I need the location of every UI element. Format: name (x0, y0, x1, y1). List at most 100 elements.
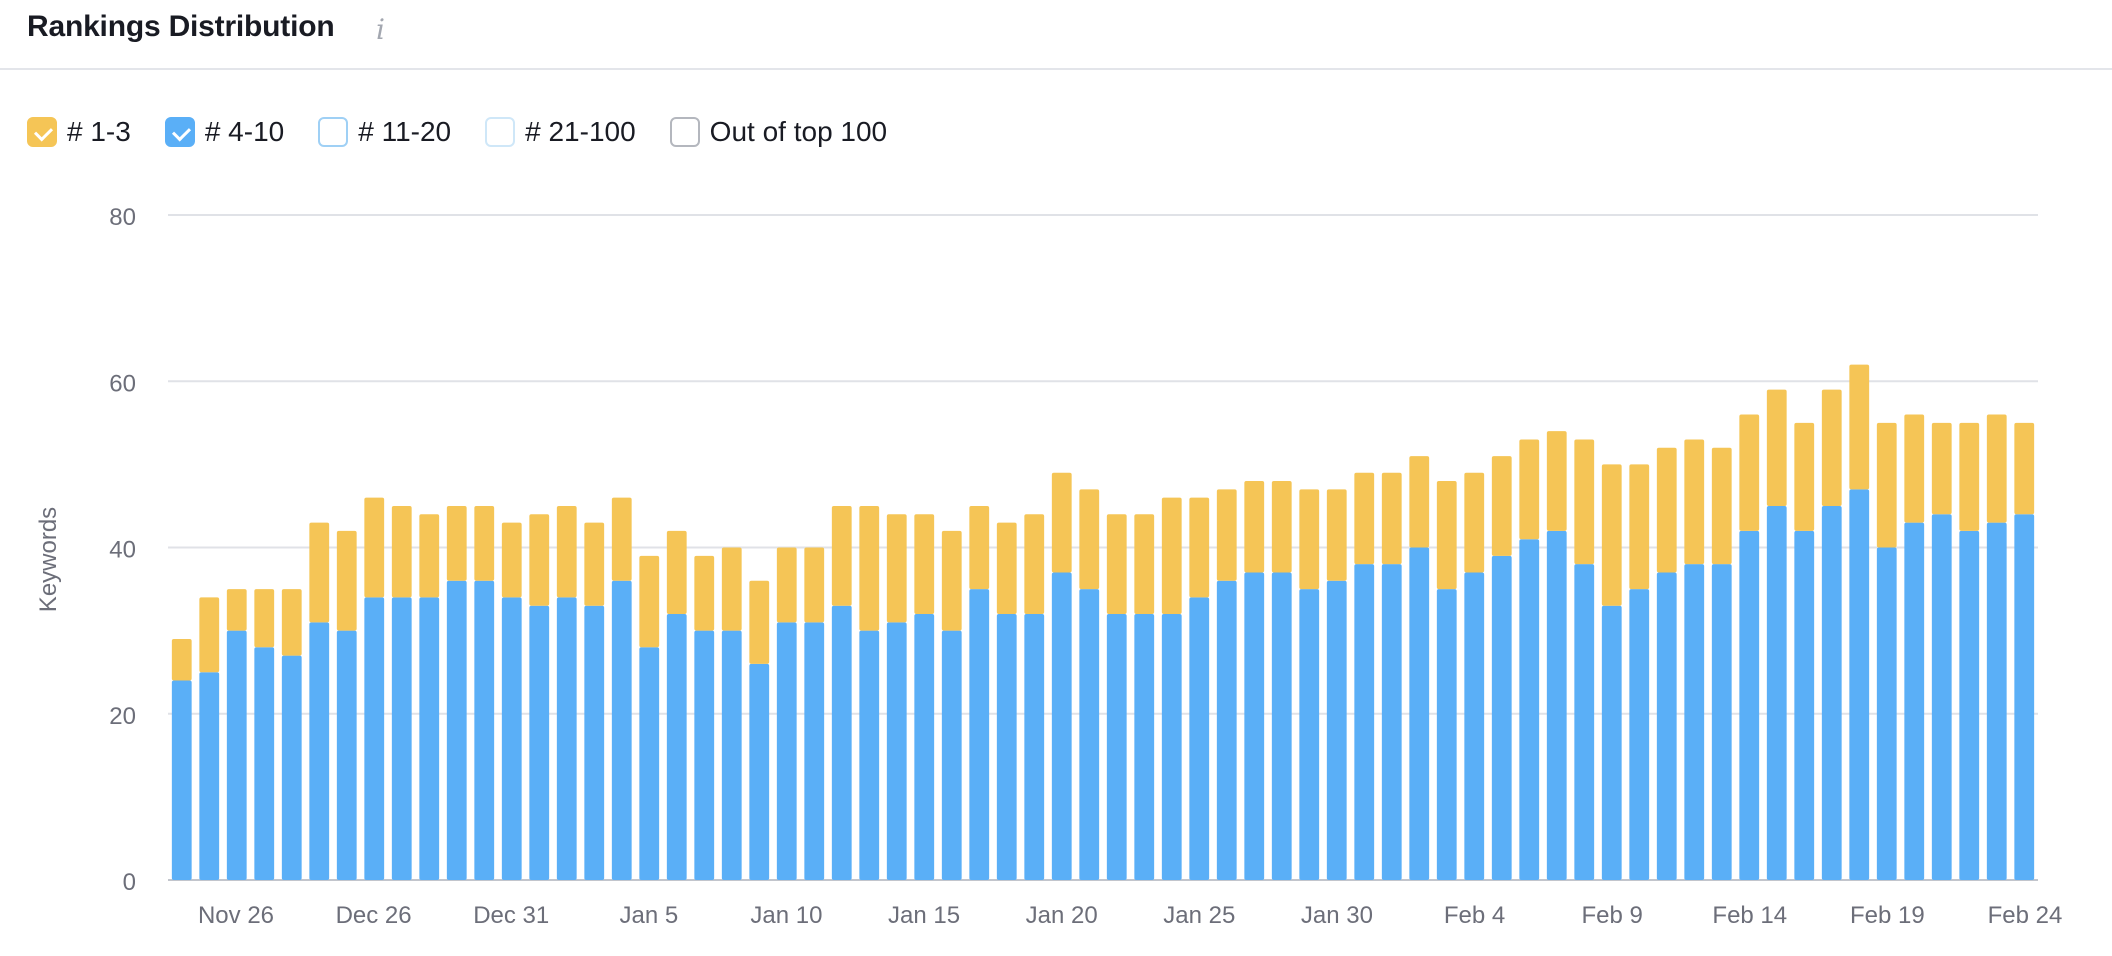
bar (1684, 564, 1705, 880)
bar (721, 547, 742, 631)
chart-legend: # 1-3 # 4-10 # 11-20 # 21-100 Out of top 100 (27, 113, 921, 151)
bar (1986, 522, 2007, 880)
legend-label: # 21-100 (525, 116, 636, 147)
bar (446, 505, 467, 581)
bar (1079, 489, 1100, 590)
bar (1106, 514, 1127, 614)
bar (1574, 439, 1595, 565)
x-tick-label: Feb 4 (1444, 902, 1505, 929)
widget-header: Rankings Distribution i (0, 0, 2112, 70)
bar (611, 580, 632, 880)
bar (1519, 539, 1540, 880)
widget-title: Rankings Distribution (27, 10, 335, 43)
bar (1601, 464, 1622, 606)
bar (1134, 514, 1155, 614)
checkbox-unchecked[interactable] (318, 117, 349, 147)
rankings-bar-chart: 0 20 40 60 80 Keywords Nov 26 Dec 26 Dec 31 Jan 5… (35, 204, 2062, 929)
bar (1299, 589, 1320, 880)
x-tick-label: Dec 26 (336, 902, 412, 929)
bar (556, 505, 577, 598)
bar (996, 522, 1017, 614)
bar (1711, 564, 1732, 880)
bar (1986, 414, 2007, 523)
bar (419, 597, 440, 880)
bar (1299, 489, 1320, 590)
bar (1189, 597, 1210, 880)
bar (694, 555, 715, 631)
bar (391, 597, 412, 880)
legend-item[interactable]: # 1-3 (27, 116, 131, 148)
bar (199, 597, 220, 673)
bar (336, 630, 357, 880)
bar (941, 630, 962, 880)
bar (886, 514, 907, 623)
bar (309, 522, 330, 623)
bar (529, 605, 550, 880)
bar (1134, 614, 1155, 880)
bar (281, 589, 302, 656)
bar (1904, 522, 1925, 880)
bar (749, 663, 770, 880)
bar (776, 622, 797, 880)
legend-item[interactable]: Out of top 100 (669, 116, 887, 148)
x-tick-label: Jan 20 (1026, 902, 1098, 929)
bar (1381, 564, 1402, 880)
bar (1574, 564, 1595, 880)
bar (1739, 414, 1760, 531)
bar (1216, 580, 1237, 880)
x-tick-label: Feb 14 (1712, 902, 1787, 929)
bar (1244, 572, 1265, 880)
info-icon[interactable]: i (376, 13, 385, 46)
bar (1766, 505, 1787, 880)
bar (1491, 456, 1512, 556)
bar (419, 514, 440, 598)
bar (1271, 481, 1292, 573)
bar (1849, 489, 1870, 880)
bar (1684, 439, 1705, 565)
legend-label: # 4-10 (204, 116, 285, 147)
y-tick-label: 20 (109, 703, 136, 730)
bar (639, 555, 660, 648)
x-tick-label: Jan 10 (750, 902, 822, 929)
bar (1354, 564, 1375, 880)
bar (226, 630, 247, 880)
bar (1739, 530, 1760, 880)
bar (859, 630, 880, 880)
bar (1326, 580, 1347, 880)
checkbox-checked[interactable] (164, 117, 195, 147)
bar (914, 514, 935, 614)
y-tick-label: 0 (123, 869, 136, 896)
checkbox-unchecked[interactable] (669, 117, 700, 147)
bar (1409, 547, 1430, 880)
bar (914, 614, 935, 880)
bar (1491, 555, 1512, 880)
bar (1959, 530, 1980, 880)
checkbox-checked[interactable] (27, 117, 57, 147)
y-tick-label: 40 (109, 537, 136, 564)
bar (1271, 572, 1292, 880)
bar (859, 505, 880, 631)
bar (1216, 489, 1237, 581)
bar (611, 497, 632, 581)
bar (831, 505, 852, 606)
legend-item[interactable]: # 11-20 (318, 116, 451, 148)
legend-item[interactable]: # 21-100 (485, 116, 636, 148)
bar (776, 547, 797, 623)
bar (364, 497, 385, 598)
legend-label: # 11-20 (358, 116, 452, 147)
x-tick-label: Jan 15 (888, 902, 960, 929)
bar (1794, 530, 1815, 880)
bar (584, 522, 605, 606)
bar (831, 605, 852, 880)
y-axis-label: Keywords (35, 507, 62, 612)
legend-item[interactable]: # 4-10 (164, 116, 285, 148)
bar (1464, 572, 1485, 880)
bar (171, 638, 192, 681)
bar (1876, 547, 1897, 880)
bar (281, 655, 302, 880)
bar (886, 622, 907, 880)
bar (529, 514, 550, 606)
bar (1711, 447, 1732, 565)
bar (2014, 514, 2035, 880)
checkbox-unchecked[interactable] (485, 117, 516, 147)
